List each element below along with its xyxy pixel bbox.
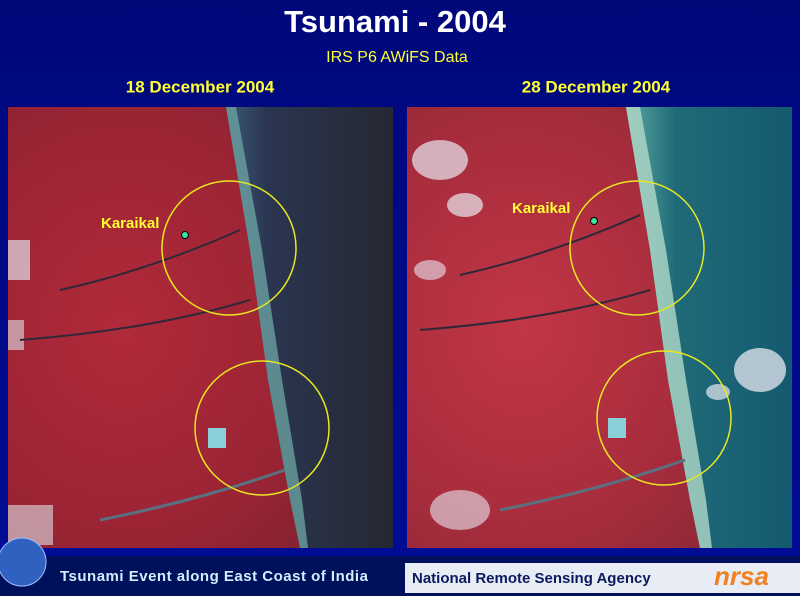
footer-caption: Tsunami Event along East Coast of India <box>60 568 369 585</box>
agency-box <box>405 563 800 593</box>
panel-date: 18 December 2004 <box>126 77 275 96</box>
place-label: Karaikal <box>512 200 570 217</box>
globe-icon <box>0 537 47 587</box>
panel-date: 28 December 2004 <box>522 77 671 96</box>
satellite-image <box>407 107 792 548</box>
satellite-image <box>8 107 393 548</box>
subtitle: IRS P6 AWiFS Data <box>326 49 468 66</box>
place-label: Karaikal <box>101 215 159 232</box>
title: Tsunami - 2004 <box>284 4 506 39</box>
agency-name: National Remote Sensing Agency <box>412 570 651 587</box>
logo: nrsa <box>714 561 769 591</box>
